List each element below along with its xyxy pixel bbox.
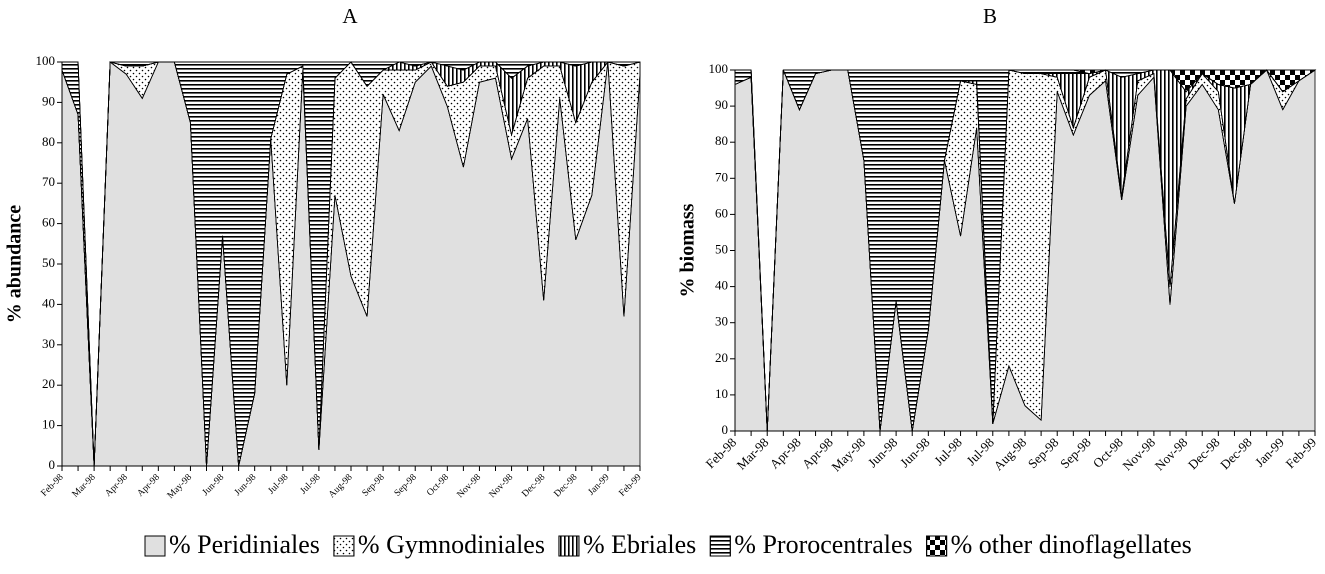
x-tick-label: Dec-98 <box>1217 435 1255 473</box>
x-tick-label: Apr-98 <box>136 472 163 499</box>
y-tick-label: 20 <box>42 376 55 391</box>
x-tick-label: Nov-98 <box>1152 435 1191 474</box>
chart-title: B <box>983 4 997 28</box>
legend-label: % Gymnodiniales <box>358 530 545 559</box>
x-tick-label: Sep-98 <box>393 472 419 498</box>
y-tick-label: 60 <box>715 205 728 220</box>
legend-label: % other dinoflagellates <box>951 530 1192 559</box>
x-tick-label: Aug-98 <box>327 472 355 500</box>
x-tick-label: Jun-98 <box>233 472 259 498</box>
x-tick-label: Apr-98 <box>104 472 131 499</box>
y-tick-label: 100 <box>36 53 56 68</box>
y-tick-label: 90 <box>715 97 728 112</box>
chart-title: A <box>342 4 358 28</box>
x-tick-label: Dec-98 <box>520 472 547 499</box>
x-tick-label: Mar-98 <box>71 472 98 499</box>
legend-label: % Prorocentrales <box>734 530 912 559</box>
x-tick-label: Nov-98 <box>488 472 516 500</box>
x-tick-label: Feb-99 <box>1283 435 1320 472</box>
x-tick-label: Feb-98 <box>40 472 66 498</box>
x-tick-label: Jul-98 <box>931 435 965 469</box>
legend-key-pattern <box>926 535 948 557</box>
x-tick-label: Oct-98 <box>425 472 451 498</box>
x-tick-label: Oct-98 <box>1090 435 1126 471</box>
legend-label: % Peridiniales <box>169 530 320 559</box>
legend-key-pattern <box>709 535 731 557</box>
x-tick-label: Feb-98 <box>703 435 740 472</box>
legend-key-pattern <box>558 535 580 557</box>
y-tick-label: 100 <box>709 61 729 76</box>
x-tick-label: Sep-98 <box>1025 435 1062 472</box>
x-tick-label: May-98 <box>166 472 195 501</box>
x-tick-label: Sep-98 <box>1057 435 1094 472</box>
x-tick-label: Feb-99 <box>618 472 644 498</box>
x-tick-label: Jun-98 <box>201 472 227 498</box>
area-pattern <box>62 61 640 467</box>
y-tick-label: 80 <box>715 133 728 148</box>
area-pattern <box>735 69 1317 432</box>
y-tick-label: 60 <box>42 215 55 230</box>
x-tick-label: Mar-98 <box>733 435 771 473</box>
y-tick-label: 10 <box>715 386 728 401</box>
x-tick-label: Nov-98 <box>1119 435 1158 474</box>
y-tick-label: 90 <box>42 93 55 108</box>
y-tick-label: 30 <box>715 314 728 329</box>
y-tick-label: 50 <box>42 255 55 270</box>
x-tick-label: Dec-98 <box>553 472 580 499</box>
x-tick-label: Jun-98 <box>865 435 901 471</box>
x-tick-label: Jan-99 <box>1252 435 1287 470</box>
legend-key <box>144 535 166 557</box>
y-tick-label: 70 <box>715 169 728 184</box>
y-tick-label: 10 <box>42 417 55 432</box>
y-tick-label: 40 <box>715 278 728 293</box>
y-tick-label: 50 <box>715 241 728 256</box>
x-tick-label: Jun-98 <box>897 435 933 471</box>
y-tick-label: 70 <box>42 174 55 189</box>
legend-key-pattern <box>333 535 355 557</box>
y-tick-label: 80 <box>42 134 55 149</box>
x-tick-label: Jul-98 <box>267 472 291 496</box>
y-tick-label: 20 <box>715 350 728 365</box>
y-tick-label: 0 <box>49 457 56 472</box>
x-tick-label: Jul-98 <box>299 472 323 496</box>
y-tick-label: 0 <box>722 422 729 437</box>
x-tick-label: Aug-98 <box>991 435 1030 474</box>
x-tick-label: Apr-98 <box>767 435 804 472</box>
y-tick-label: 40 <box>42 295 55 310</box>
legend-label: % Ebriales <box>583 530 696 559</box>
x-tick-label: Sep-98 <box>361 472 387 498</box>
x-tick-label: Nov-98 <box>456 472 484 500</box>
x-tick-label: Dec-98 <box>1185 435 1223 473</box>
y-axis-label: % abundance <box>4 205 26 323</box>
y-tick-label: 30 <box>42 336 55 351</box>
y-axis-label: % biomass <box>677 203 699 297</box>
x-tick-label: May-98 <box>828 435 868 475</box>
x-tick-label: Jan-99 <box>587 472 612 497</box>
